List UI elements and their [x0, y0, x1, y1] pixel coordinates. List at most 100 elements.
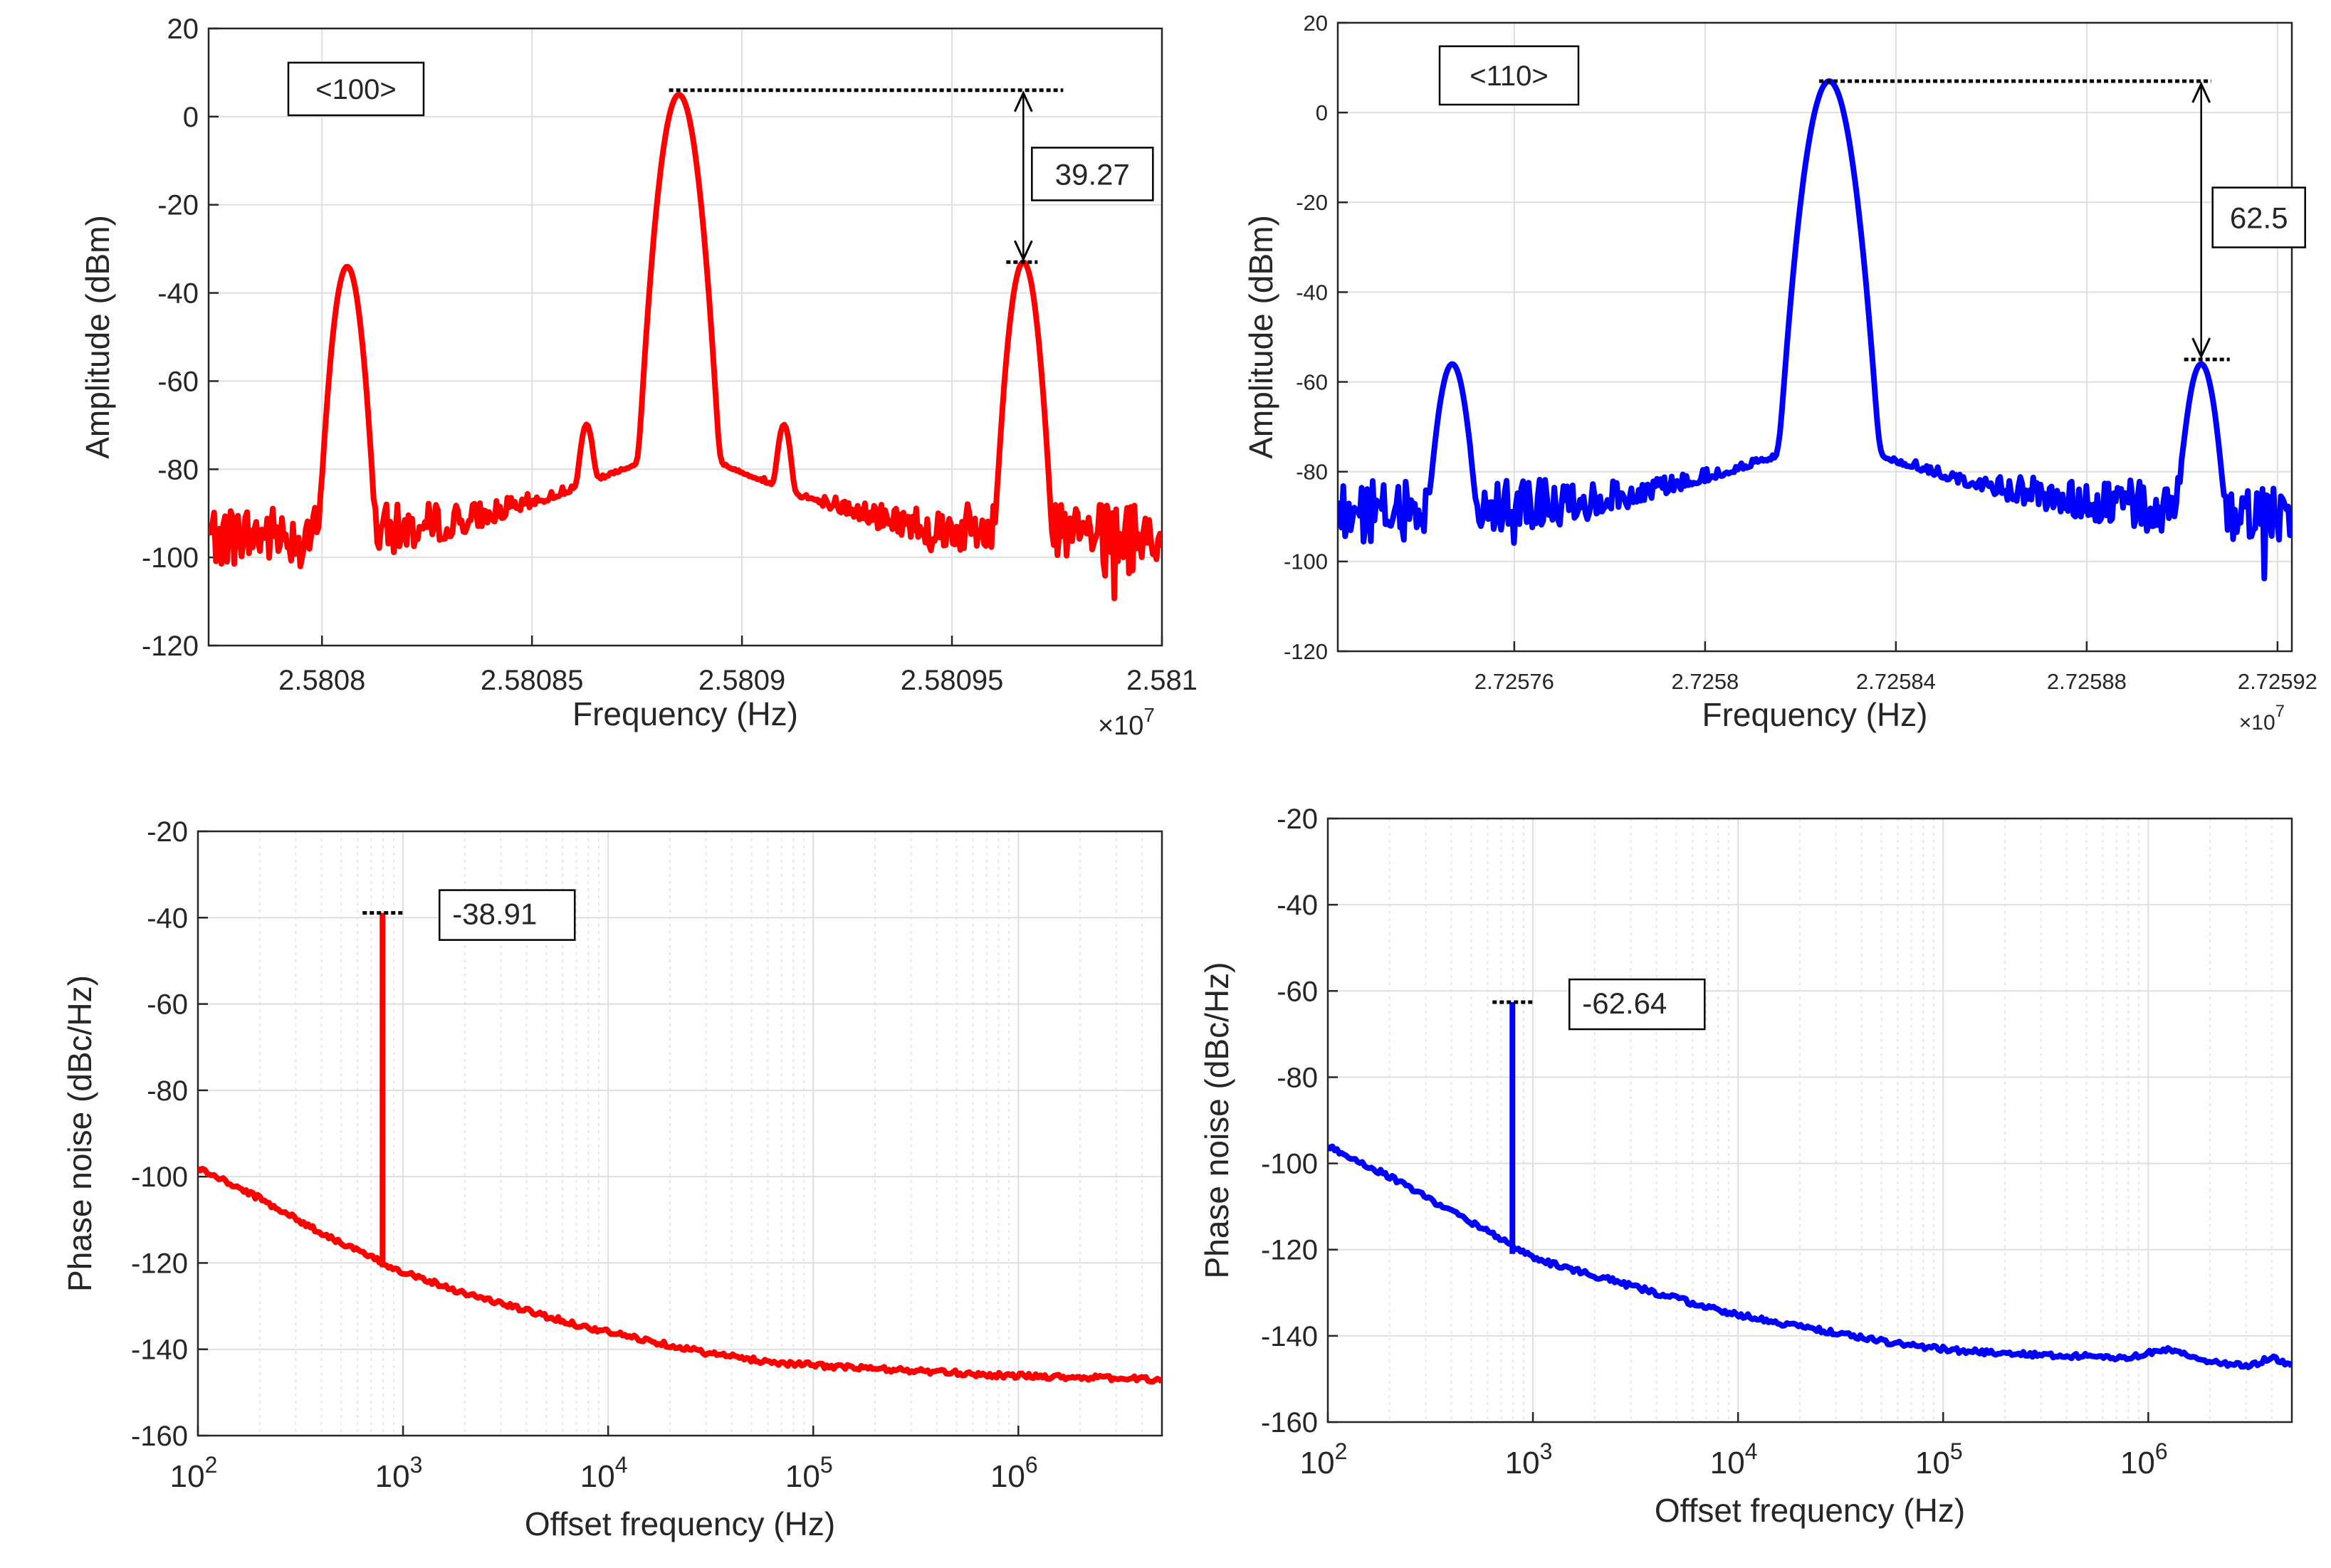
x-tick-label: 105 — [1915, 1438, 1963, 1480]
y-tick-label: -160 — [131, 1421, 188, 1452]
x-tick-label: 104 — [1710, 1438, 1758, 1480]
y-tick-label: -80 — [147, 1075, 188, 1107]
y-tick-label: -120 — [131, 1248, 188, 1279]
annotation-label: -38.91 — [452, 898, 537, 931]
axes-box — [197, 830, 1163, 1437]
x-exponent-base: ×10 — [1098, 711, 1143, 741]
y-tick-label: -60 — [147, 989, 188, 1021]
y-tick-label: -100 — [1261, 1149, 1318, 1180]
arrow-head-up — [1013, 90, 1033, 112]
y-tick-label: -80 — [1277, 1062, 1318, 1093]
x-tick-label: 106 — [2120, 1438, 2168, 1480]
x-tick-base: 10 — [990, 1459, 1025, 1494]
legend-label: <100> — [315, 74, 396, 105]
x-tick-label: 2.72592 — [2238, 669, 2317, 694]
y-tick-label: -20 — [1277, 804, 1318, 835]
x-axis-label: Frequency (Hz) — [1702, 696, 1928, 733]
x-tick-label: 2.58085 — [481, 665, 584, 696]
x-exponent-power: 7 — [2275, 702, 2285, 721]
plot-area — [1338, 23, 2292, 651]
x-tick-base: 10 — [580, 1459, 615, 1494]
axes-box — [1336, 21, 2293, 653]
x-tick-exponent: 6 — [2155, 1438, 2168, 1464]
y-tick-label: -140 — [1261, 1321, 1318, 1352]
x-axis-label: Offset frequency (Hz) — [1655, 1492, 1965, 1529]
x-tick-base: 10 — [2120, 1446, 2155, 1480]
x-tick-exponent: 5 — [1950, 1438, 1963, 1464]
x-tick-label: 2.58095 — [901, 665, 1004, 696]
x-tick-exponent: 3 — [410, 1452, 423, 1478]
y-tick-label: 0 — [183, 102, 199, 133]
x-tick-label: 104 — [580, 1452, 628, 1494]
x-exponent-label: ×107 — [2239, 702, 2285, 735]
y-axis-label: Phase noise (dBc/Hz) — [1198, 962, 1235, 1279]
x-tick-label: 103 — [375, 1452, 423, 1494]
plot-area — [209, 28, 1162, 646]
annotation-box — [1031, 147, 1154, 201]
x-tick-label: 2.581 — [1126, 665, 1198, 696]
x-tick-label: 2.72584 — [1856, 669, 1936, 694]
y-tick-label: -80 — [157, 454, 199, 485]
annotation-label: 39.27 — [1055, 157, 1130, 191]
series-line — [198, 1166, 1162, 1385]
y-tick-label: 0 — [1316, 100, 1328, 125]
y-axis-label: Phase noise (dBc/Hz) — [61, 975, 98, 1292]
y-tick-label: -60 — [1277, 976, 1318, 1007]
x-exponent-base: ×10 — [2239, 711, 2275, 735]
x-tick-exponent: 6 — [1025, 1452, 1038, 1478]
y-tick-label: -100 — [142, 542, 199, 574]
arrow-head-down — [1013, 240, 1033, 262]
x-tick-base: 10 — [1300, 1446, 1335, 1480]
legend-box — [1438, 45, 1580, 106]
x-tick-exponent: 4 — [1745, 1438, 1758, 1464]
amplitude-spectrum-110-panel: 20 0 -20 -40 -60 -80 -100 -120 2.72576 2.7258 2.72… — [1242, 11, 2317, 735]
y-tick-label: -40 — [147, 903, 188, 934]
plot-area — [198, 831, 1162, 1436]
y-tick-label: 20 — [167, 14, 199, 45]
y-axis-label: Amplitude (dBm) — [1242, 215, 1279, 459]
x-exponent-label: ×107 — [1098, 704, 1155, 741]
x-tick-label: 103 — [1505, 1438, 1553, 1480]
x-axis-label: Frequency (Hz) — [572, 695, 798, 732]
y-tick-label: -40 — [1296, 280, 1328, 305]
x-tick-label: 102 — [1300, 1438, 1348, 1480]
annotation-label: -62.64 — [1582, 986, 1667, 1020]
series-line — [209, 92, 1162, 601]
x-tick-label: 105 — [785, 1452, 833, 1494]
x-tick-label: 2.5809 — [698, 665, 785, 696]
x-tick-exponent: 2 — [205, 1452, 218, 1478]
x-tick-exponent: 2 — [1335, 1438, 1348, 1464]
x-tick-exponent: 3 — [1540, 1438, 1553, 1464]
x-tick-base: 10 — [1505, 1446, 1540, 1480]
x-axis-label: Offset frequency (Hz) — [525, 1505, 835, 1542]
y-tick-label: -60 — [157, 366, 199, 397]
arrow-head-up — [2191, 81, 2211, 103]
annotation-label: 62.5 — [2230, 201, 2288, 235]
y-tick-label: -100 — [1284, 549, 1328, 574]
x-tick-label: 2.5808 — [278, 665, 365, 696]
x-tick-label: 2.72576 — [1474, 669, 1554, 694]
x-exponent-power: 7 — [1143, 704, 1155, 726]
axes-box — [1326, 817, 2293, 1424]
x-tick-base: 10 — [170, 1459, 205, 1494]
x-tick-base: 10 — [785, 1459, 820, 1494]
y-tick-label: 20 — [1304, 11, 1328, 36]
y-tick-label: -40 — [157, 278, 199, 310]
series-line — [1338, 78, 2292, 582]
x-tick-base: 10 — [1710, 1446, 1745, 1480]
plot-area — [1328, 819, 2292, 1422]
axes-box — [207, 27, 1163, 647]
annotation-box — [439, 889, 576, 941]
legend-box — [287, 61, 425, 117]
y-tick-label: -140 — [131, 1335, 188, 1366]
y-axis-label: Amplitude (dBm) — [79, 215, 116, 459]
y-tick-label: -120 — [1261, 1235, 1318, 1266]
x-tick-exponent: 4 — [615, 1452, 628, 1478]
x-tick-label: 2.72588 — [2047, 669, 2127, 694]
y-tick-label: -60 — [1296, 369, 1328, 394]
x-tick-base: 10 — [375, 1459, 410, 1494]
y-tick-label: -120 — [1284, 639, 1328, 664]
legend-label: <110> — [1470, 60, 1549, 92]
